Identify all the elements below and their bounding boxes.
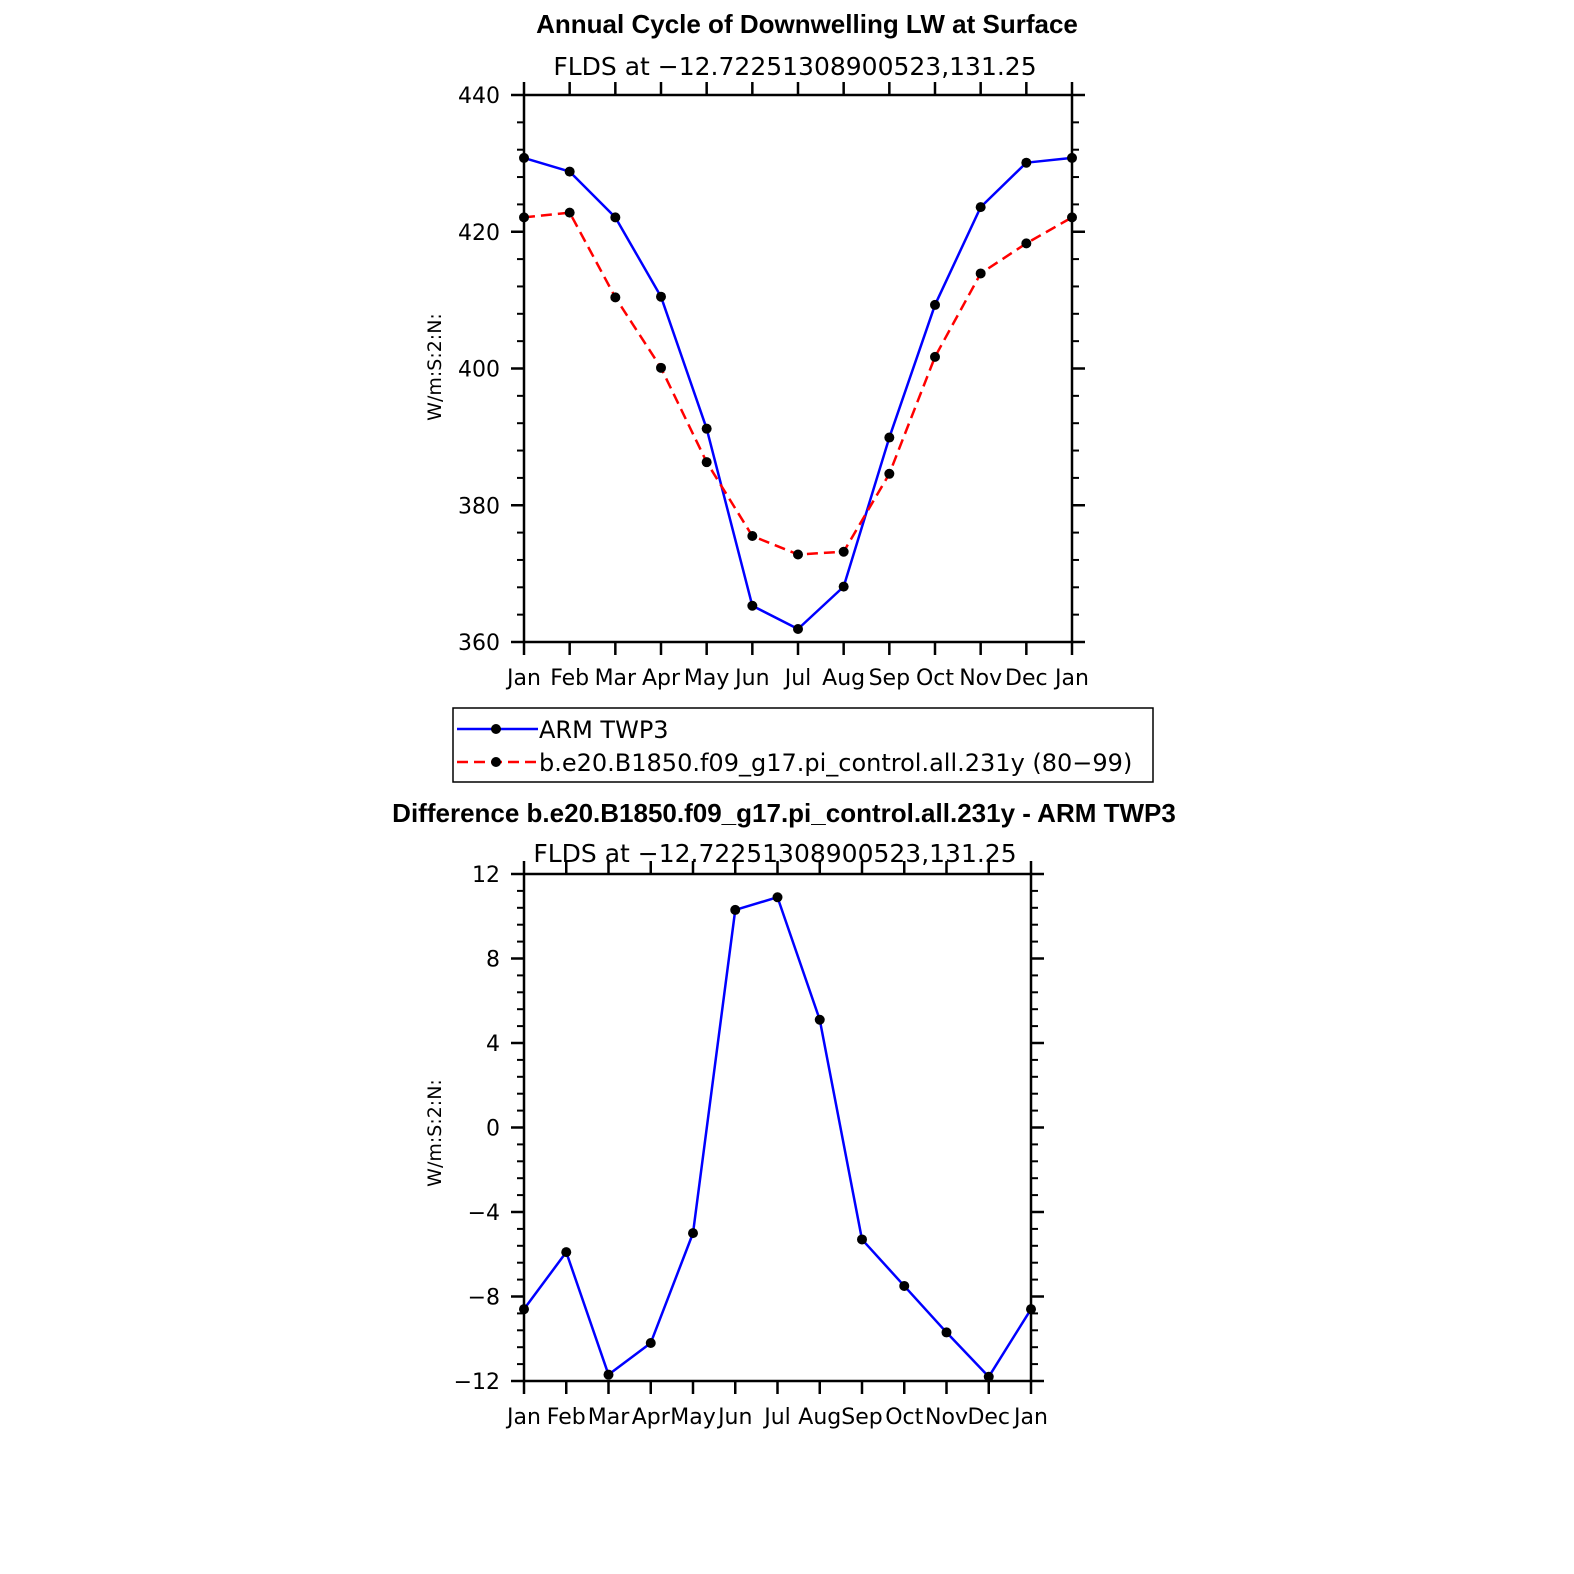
chart2-series-0-point <box>603 1369 614 1380</box>
chart2-x-tick-label: Mar <box>588 1405 630 1430</box>
chart1-title: Annual Cycle of Downwelling LW at Surfac… <box>536 9 1078 39</box>
legend: ARM TWP3 b.e20.B1850.f09_g17.pi_control.… <box>452 707 1154 783</box>
chart2-title: Difference b.e20.B1850.f09_g17.pi_contro… <box>392 798 1176 828</box>
chart1-x-tick-label: Jan <box>1053 666 1089 691</box>
chart2-x-tick-label: Sep <box>841 1405 882 1430</box>
chart1-x-tick-label: Dec <box>1005 666 1048 691</box>
chart1-series-1-point <box>656 362 666 373</box>
chart1-y-tick-label: 360 <box>458 631 500 656</box>
chart1-series-1-point <box>701 457 712 468</box>
chart2-y-tick-label: 8 <box>486 948 500 973</box>
chart2-x-tick-label: Apr <box>632 1405 671 1430</box>
chart1-x-tick-label: Oct <box>916 666 954 691</box>
chart1-x-tick-label: Feb <box>550 666 589 691</box>
chart1-series-0-point <box>975 202 986 213</box>
chart1-series-0-point <box>701 423 712 434</box>
chart2-series-0-point <box>1026 1304 1036 1315</box>
chart1-series-0-point <box>564 166 575 177</box>
chart2-y-tick-label: −12 <box>454 1370 500 1395</box>
chart1-series-0-point <box>747 600 758 611</box>
chart2-y-axis-label: W/m:S:2:N: <box>424 1079 446 1187</box>
chart2-series-0-point <box>983 1371 994 1382</box>
chart1-series-1-point <box>747 531 758 542</box>
chart2-series-0-point <box>941 1327 952 1338</box>
chart2-y-tick-label: −8 <box>468 1286 500 1311</box>
chart1-y-tick-label: 400 <box>458 358 500 383</box>
chart2-y-tick-label: 4 <box>486 1032 500 1057</box>
chart2-x-tick-label: Jul <box>762 1405 791 1430</box>
legend-label-model: b.e20.B1850.f09_g17.pi_control.all.231y … <box>539 749 1132 777</box>
chart1-x-tick-label: Mar <box>595 666 637 691</box>
chart1-x-tick-label: May <box>684 666 729 691</box>
chart1-y-tick-label: 420 <box>458 221 500 246</box>
chart1-series-0-point <box>1067 152 1077 163</box>
chart2-plot: Jan Feb Mar Apr May Jun Jul Aug Sep Oct Nov Dec Jan−… <box>454 861 1048 1430</box>
chart2-x-tick-label: Jan <box>1012 1405 1048 1430</box>
legend-label-arm: ARM TWP3 <box>539 716 669 744</box>
chart1-series-0-point <box>793 624 803 635</box>
chart1-y-tick-label: 440 <box>458 84 500 109</box>
chart1-series-1-point <box>930 351 940 362</box>
chart1-series-1-point <box>610 292 621 303</box>
chart2-x-tick-label: Jan <box>505 1405 541 1430</box>
chart1-series-0-point <box>930 299 940 310</box>
chart1-series-0-point <box>656 291 666 302</box>
chart2-series-0-point <box>519 1304 529 1315</box>
chart1-series-1-point <box>564 207 575 218</box>
chart1-x-tick-label: Apr <box>642 666 681 691</box>
legend-box <box>452 707 1154 783</box>
chart2-series-0-point <box>814 1014 825 1025</box>
chart1-series-1-point <box>1067 212 1077 223</box>
chart2-x-tick-label: Nov <box>925 1405 968 1430</box>
chart2-y-tick-label: −4 <box>468 1201 500 1226</box>
chart1-series-0-point <box>838 581 849 592</box>
chart1-plot: Jan Feb Mar Apr May Jun Jul Aug Sep Oct Nov Dec Jan3… <box>458 82 1089 691</box>
legend-marker-arm <box>491 724 501 734</box>
chart2-series-0-point <box>857 1234 867 1245</box>
chart2-series-0-point <box>688 1228 698 1239</box>
chart1-x-tick-label: Jan <box>505 666 541 691</box>
chart2-x-tick-label: Dec <box>967 1405 1010 1430</box>
chart1-series-1-point <box>793 549 803 560</box>
chart1-series-1-point <box>519 212 529 223</box>
chart1-subtitle: FLDS at −12.72251308900523,131.25 <box>553 52 1036 81</box>
chart2-x-tick-label: Aug <box>798 1405 841 1430</box>
chart2-series-0-point <box>730 904 741 915</box>
chart1-series-1-point <box>975 268 986 279</box>
chart2-series-0-point <box>899 1280 910 1291</box>
chart2-x-tick-label: Feb <box>547 1405 586 1430</box>
chart2-y-tick-label: 0 <box>486 1117 500 1142</box>
chart2-x-tick-label: May <box>670 1405 715 1430</box>
chart1-series-0-point <box>884 432 895 443</box>
chart2-series-0-point <box>645 1337 656 1348</box>
chart1-x-tick-label: Sep <box>869 666 910 691</box>
chart1-x-tick-label: Jun <box>733 666 769 691</box>
chart1-series-1-point <box>884 468 895 479</box>
chart1-x-tick-label: Aug <box>822 666 865 691</box>
chart1-series-1-point <box>838 546 849 557</box>
chart2-subtitle: FLDS at −12.72251308900523,131.25 <box>533 839 1016 868</box>
chart2-series-0-point <box>561 1247 572 1258</box>
legend-marker-model <box>491 757 501 767</box>
chart2-series-0-point <box>772 892 783 903</box>
chart2-y-tick-label: 12 <box>472 863 500 888</box>
chart2-x-tick-label: Jun <box>716 1405 752 1430</box>
chart1-x-tick-label: Nov <box>959 666 1002 691</box>
chart1-series-0-point <box>1021 157 1032 168</box>
chart2-x-tick-label: Oct <box>885 1405 923 1430</box>
chart1-series-0-point <box>519 152 529 163</box>
chart1-x-tick-label: Jul <box>783 666 812 691</box>
chart1-series-1-point <box>1021 238 1032 249</box>
chart1-y-tick-label: 380 <box>458 494 500 519</box>
chart1-series-0-point <box>610 212 621 223</box>
chart1-y-axis-label: W/m:S:2:N: <box>424 313 446 421</box>
